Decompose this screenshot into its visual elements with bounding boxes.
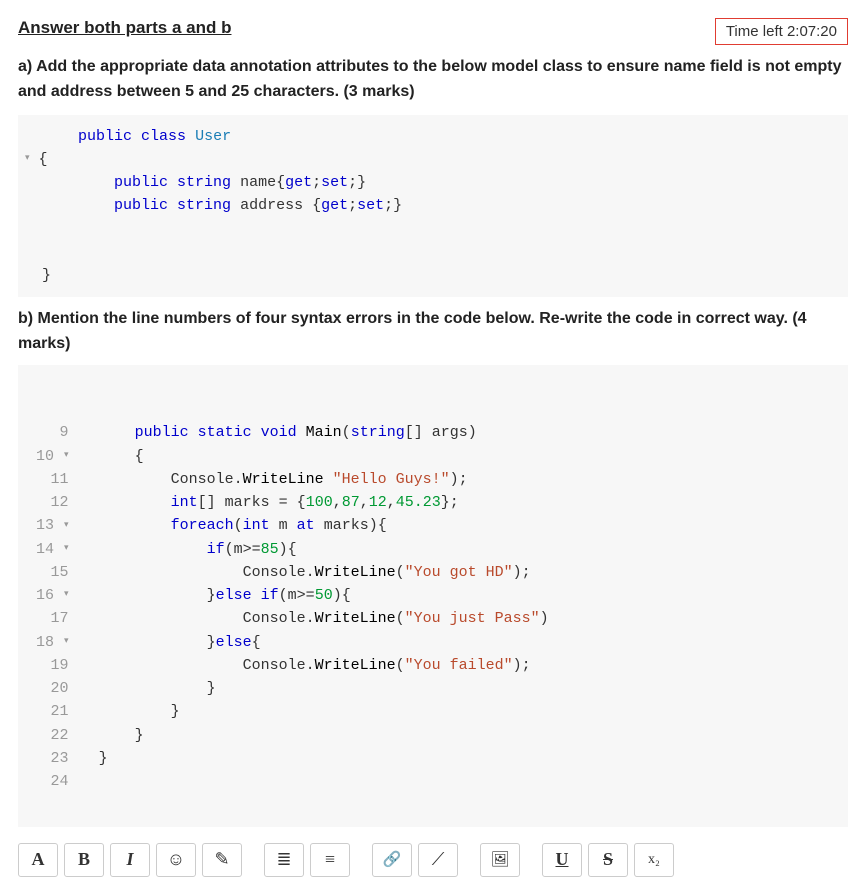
font-family-btn[interactable]: A: [18, 843, 58, 877]
highlight-btn[interactable]: ✎: [202, 843, 242, 877]
code-line: 15 Console.WriteLine("You got HD");: [24, 561, 557, 584]
line-number: 16 ▾: [24, 584, 77, 607]
code-cell: Console.WriteLine("You failed");: [77, 654, 557, 677]
code-line: 24: [24, 770, 557, 793]
line-number: 17: [24, 607, 77, 630]
part-a-code-block: public class User ▾ { public string name…: [18, 115, 848, 298]
part-b-code-block: 9 public static void Main(string[] args)…: [18, 365, 848, 827]
code-cell: }else if(m>=50){: [77, 584, 557, 607]
strike-btn[interactable]: S: [588, 843, 628, 877]
code-cell: }: [77, 747, 557, 770]
line-number: 15: [24, 561, 77, 584]
line-number: 22: [24, 724, 77, 747]
code-cell: }: [77, 700, 557, 723]
code-cell: Console.WriteLine("You just Pass"): [77, 607, 557, 630]
code-cell: Console.WriteLine "Hello Guys!");: [77, 468, 557, 491]
code-cell: }: [77, 677, 557, 700]
code-cell: public static void Main(string[] args): [77, 421, 557, 444]
code-line: 16 ▾ }else if(m>=50){: [24, 584, 557, 607]
code-line: 20 }: [24, 677, 557, 700]
line-number: 11: [24, 468, 77, 491]
code-cell: }else{: [77, 631, 557, 654]
part-b-prompt: b) Mention the line numbers of four synt…: [18, 307, 848, 357]
code-line: 19 Console.WriteLine("You failed");: [24, 654, 557, 677]
line-number: 12: [24, 491, 77, 514]
emoticon-btn[interactable]: ☺: [156, 843, 196, 877]
line-number: 20: [24, 677, 77, 700]
code-line: 22 }: [24, 724, 557, 747]
code-cell: {: [77, 445, 557, 468]
code-line: 14 ▾ if(m>=85){: [24, 538, 557, 561]
underline-btn[interactable]: U: [542, 843, 582, 877]
code-line: 12 int[] marks = {100,87,12,45.23};: [24, 491, 557, 514]
time-left-badge: Time left 2:07:20: [715, 18, 848, 45]
line-number: 21: [24, 700, 77, 723]
code-line: 11 Console.WriteLine "Hello Guys!");: [24, 468, 557, 491]
line-number: 9: [24, 421, 77, 444]
code-cell: foreach(int m at marks){: [77, 514, 557, 537]
subscript-btn[interactable]: x₂: [634, 843, 674, 877]
image-btn[interactable]: 🖼: [480, 843, 520, 877]
bullet-list-btn[interactable]: ≣: [264, 843, 304, 877]
line-number: 10 ▾: [24, 445, 77, 468]
line-number: 18 ▾: [24, 631, 77, 654]
header-row: Answer both parts a and b Time left 2:07…: [18, 18, 848, 45]
code-cell: int[] marks = {100,87,12,45.23};: [77, 491, 557, 514]
line-number: 14 ▾: [24, 538, 77, 561]
line-number: 24: [24, 770, 77, 793]
italic-btn[interactable]: I: [110, 843, 150, 877]
code-line: 13 ▾ foreach(int m at marks){: [24, 514, 557, 537]
bold-btn[interactable]: B: [64, 843, 104, 877]
number-list-btn[interactable]: ≡: [310, 843, 350, 877]
code-cell: if(m>=85){: [77, 538, 557, 561]
code-cell: [77, 770, 557, 793]
page-title: Answer both parts a and b: [18, 18, 231, 38]
code-line: 9 public static void Main(string[] args): [24, 421, 557, 444]
line-number: 23: [24, 747, 77, 770]
code-line: 18 ▾ }else{: [24, 631, 557, 654]
line-number: 19: [24, 654, 77, 677]
line-number: 13 ▾: [24, 514, 77, 537]
part-b-code-table: 9 public static void Main(string[] args)…: [24, 421, 557, 793]
code-line: 23 }: [24, 747, 557, 770]
part-a-prompt: a) Add the appropriate data annotation a…: [18, 55, 848, 105]
code-cell: Console.WriteLine("You got HD");: [77, 561, 557, 584]
editor-toolbar: ABI☺✎ ≣≡ 🔗⟋ 🖼 USx₂: [18, 835, 848, 877]
code-cell: }: [77, 724, 557, 747]
link-btn[interactable]: 🔗: [372, 843, 412, 877]
unlink-btn[interactable]: ⟋: [418, 843, 458, 877]
code-line: 10 ▾ {: [24, 445, 557, 468]
code-line: 21 }: [24, 700, 557, 723]
code-line: 17 Console.WriteLine("You just Pass"): [24, 607, 557, 630]
